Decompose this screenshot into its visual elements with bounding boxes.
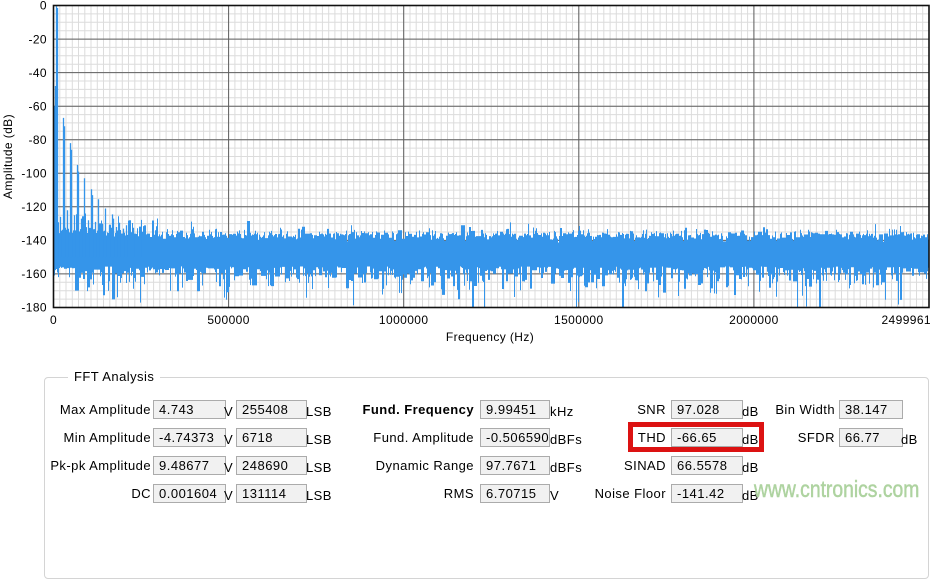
svg-text:Amplitude (dB): Amplitude (dB) xyxy=(1,114,15,199)
svg-text:-80: -80 xyxy=(28,133,47,147)
svg-text:-40: -40 xyxy=(28,66,47,80)
svg-text:-160: -160 xyxy=(21,267,47,281)
svg-text:2000000: 2000000 xyxy=(729,313,779,327)
svg-text:2499961: 2499961 xyxy=(881,313,931,327)
svg-text:-60: -60 xyxy=(28,99,47,113)
svg-text:Frequency (Hz): Frequency (Hz) xyxy=(446,330,534,344)
svg-text:1000000: 1000000 xyxy=(379,313,429,327)
svg-text:1500000: 1500000 xyxy=(554,313,604,327)
svg-text:0: 0 xyxy=(40,0,47,13)
svg-text:-140: -140 xyxy=(21,234,47,248)
svg-text:500000: 500000 xyxy=(207,313,249,327)
svg-text:-180: -180 xyxy=(21,301,47,315)
svg-text:-120: -120 xyxy=(21,200,47,214)
svg-text:-20: -20 xyxy=(28,32,47,46)
svg-text:0: 0 xyxy=(50,313,57,327)
svg-text:-100: -100 xyxy=(21,167,47,181)
